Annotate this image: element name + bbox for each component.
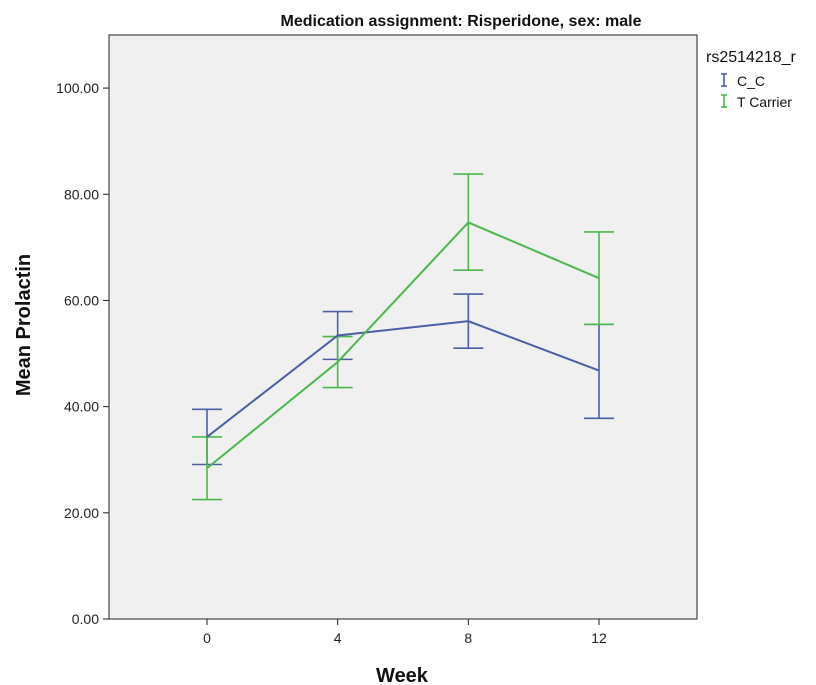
legend-label: T Carrier — [737, 94, 792, 110]
chart-title: Medication assignment: Risperidone, sex:… — [281, 13, 642, 30]
legend-item: C_C — [721, 73, 765, 89]
y-axis-title: Mean Prolactin — [13, 254, 35, 396]
x-tick-label: 0 — [203, 630, 211, 646]
y-tick-label: 40.00 — [64, 399, 99, 415]
y-tick-label: 80.00 — [64, 186, 99, 202]
x-tick-label: 12 — [591, 630, 607, 646]
series-line-t-carrier — [206, 221, 600, 469]
legend-title: rs2514218_r — [706, 49, 797, 66]
legend-label: C_C — [737, 73, 765, 89]
y-tick-label: 60.00 — [64, 292, 99, 308]
legend: C_C T Carrier — [721, 73, 792, 110]
y-tick-label: 20.00 — [64, 505, 99, 521]
x-tick-label: 8 — [464, 630, 472, 646]
series-line-c-c — [206, 320, 600, 438]
y-tick-label: 100.00 — [56, 80, 99, 96]
y-tick-label: 0.00 — [72, 611, 99, 627]
plot-area — [108, 34, 698, 620]
x-tick-label: 4 — [334, 630, 342, 646]
legend-item: T Carrier — [721, 94, 792, 110]
x-axis-title: Week — [376, 665, 429, 685]
